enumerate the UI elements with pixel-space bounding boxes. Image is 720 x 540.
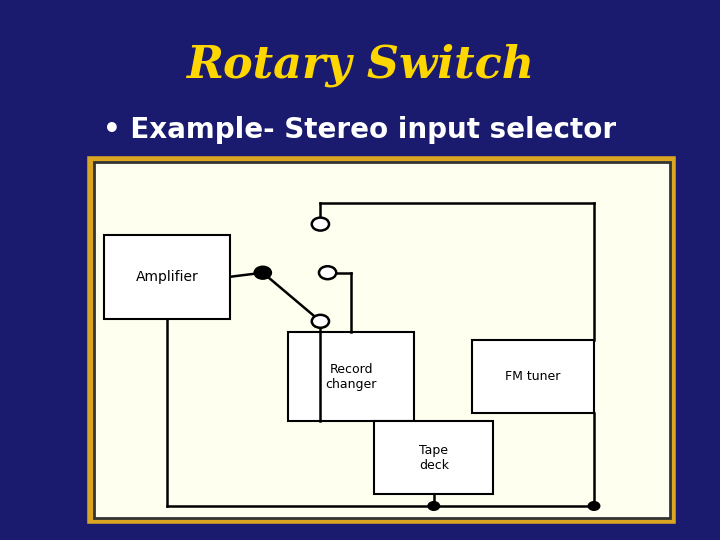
Text: Amplifier: Amplifier xyxy=(136,270,199,284)
Bar xyxy=(104,235,230,319)
Text: Record
changer: Record changer xyxy=(325,363,377,390)
Bar xyxy=(288,332,414,421)
Text: • Example- Stereo input selector: • Example- Stereo input selector xyxy=(104,116,616,144)
Text: Tape
deck: Tape deck xyxy=(419,444,449,471)
Circle shape xyxy=(312,315,329,328)
Bar xyxy=(374,421,493,494)
FancyBboxPatch shape xyxy=(90,159,673,521)
Circle shape xyxy=(428,502,439,510)
Bar xyxy=(472,340,594,413)
Text: FM tuner: FM tuner xyxy=(505,370,560,383)
Circle shape xyxy=(312,218,329,231)
Circle shape xyxy=(254,266,271,279)
FancyBboxPatch shape xyxy=(94,162,670,518)
Circle shape xyxy=(319,266,336,279)
Text: Rotary Switch: Rotary Switch xyxy=(186,43,534,86)
Circle shape xyxy=(588,502,600,510)
